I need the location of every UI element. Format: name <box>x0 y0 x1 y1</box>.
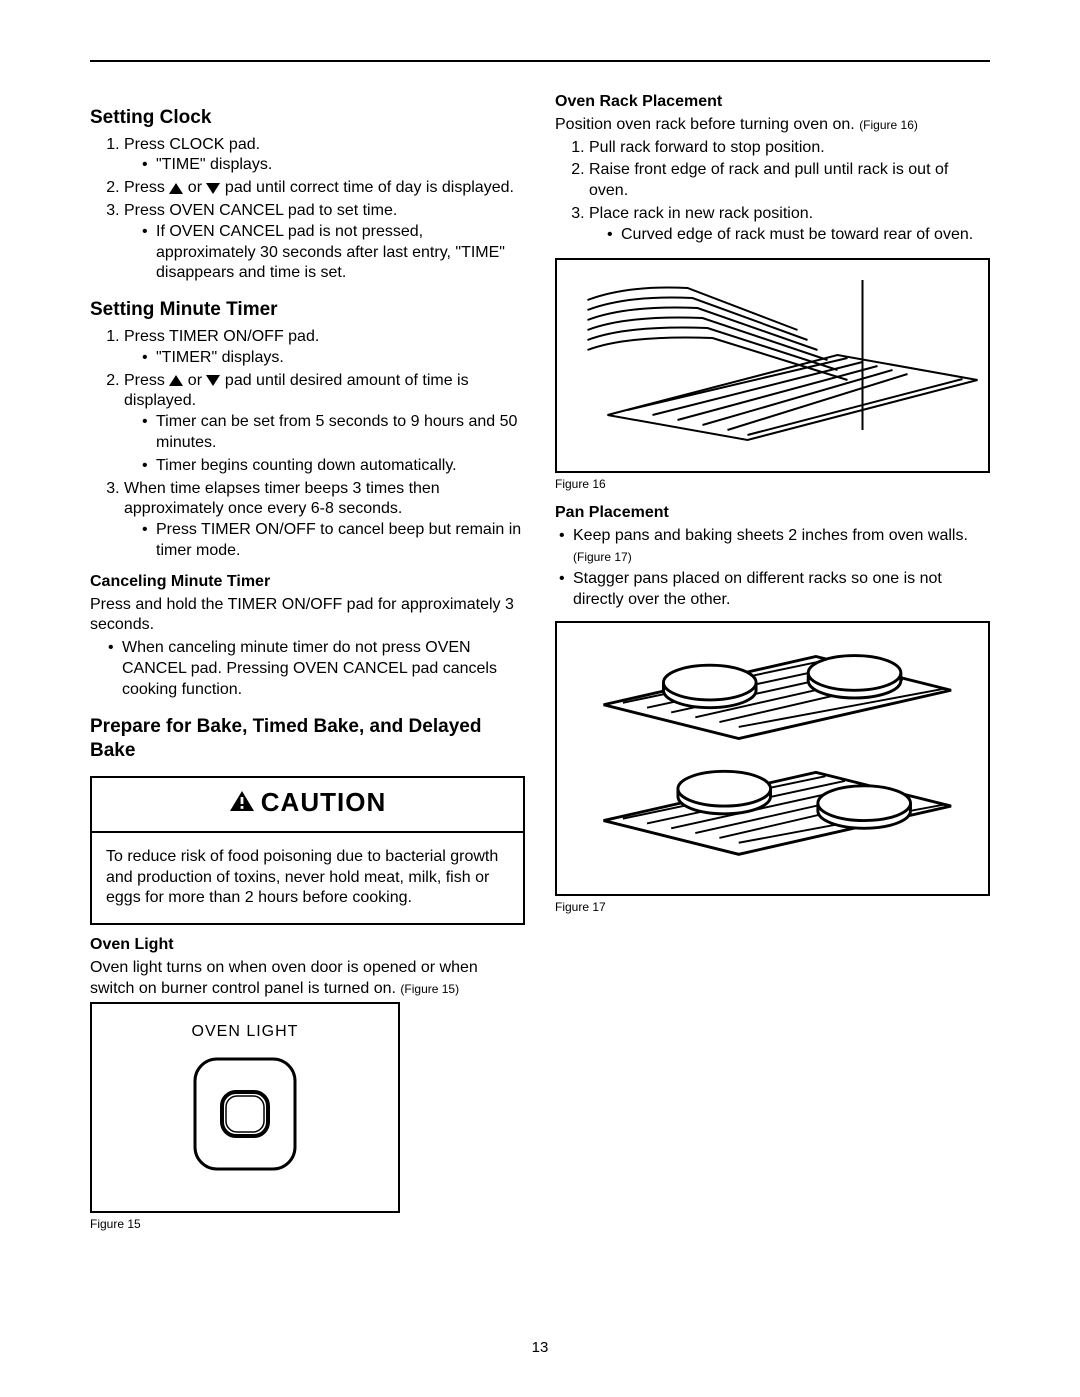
oven-rack-heading: Oven Rack Placement <box>555 92 990 113</box>
arrow-up-icon <box>169 183 183 194</box>
prepare-heading: Prepare for Bake, Timed Bake, and Delaye… <box>90 715 525 764</box>
figure-reference: (Figure 16) <box>859 118 918 132</box>
setting-clock-step3: Press OVEN CANCEL pad to set time. If OV… <box>124 201 525 284</box>
step-sub: Timer can be set from 5 seconds to 9 hou… <box>142 412 525 454</box>
right-column: Oven Rack Placement Position oven rack b… <box>555 92 990 1233</box>
arrow-down-icon <box>206 375 220 386</box>
step-text: Press CLOCK pad. <box>124 136 260 153</box>
step-sub: Press TIMER ON/OFF to cancel beep but re… <box>142 520 525 562</box>
cancel-timer-bullets: When canceling minute timer do not press… <box>90 638 525 700</box>
step-text-c: pad until correct time of day is display… <box>220 179 513 196</box>
intro-text: Position oven rack before turning oven o… <box>555 116 859 133</box>
caution-title: CAUTION <box>261 787 386 817</box>
rack-step2: Raise front edge of rack and pull until … <box>589 160 990 202</box>
step-sub: Curved edge of rack must be toward rear … <box>607 225 990 246</box>
step-text-a: Press <box>124 372 169 389</box>
pan-placement-bullets: Keep pans and baking sheets 2 inches fro… <box>555 526 990 611</box>
cancel-timer-heading: Canceling Minute Timer <box>90 572 525 593</box>
step-text: Place rack in new rack position. <box>589 205 813 222</box>
figure-15-label: Figure 15 <box>90 1217 525 1233</box>
step-sub: "TIMER" displays. <box>142 348 525 369</box>
warning-icon <box>229 787 255 821</box>
pan-placement-illustration <box>565 633 980 873</box>
rack-step3: Place rack in new rack position. Curved … <box>589 204 990 246</box>
setting-timer-heading: Setting Minute Timer <box>90 298 525 323</box>
oven-light-body: Oven light turns on when oven door is op… <box>90 958 525 1000</box>
oven-light-figure: OVEN LIGHT <box>90 1002 400 1214</box>
bullet-text: Keep pans and baking sheets 2 inches fro… <box>573 527 968 544</box>
pan-bullet2: Stagger pans placed on different racks s… <box>559 569 990 611</box>
switch-icon <box>190 1054 300 1174</box>
oven-light-box-title: OVEN LIGHT <box>102 1022 388 1043</box>
left-column: Setting Clock Press CLOCK pad. "TIME" di… <box>90 92 525 1233</box>
figure-17-label: Figure 17 <box>555 900 990 916</box>
two-column-layout: Setting Clock Press CLOCK pad. "TIME" di… <box>90 92 990 1233</box>
step-text: Press TIMER ON/OFF pad. <box>124 328 319 345</box>
step-text: When time elapses timer beeps 3 times th… <box>124 480 440 518</box>
pan-placement-heading: Pan Placement <box>555 503 990 524</box>
figure-reference: (Figure 15) <box>400 982 459 996</box>
figure-17-box <box>555 621 990 896</box>
caution-box: CAUTION To reduce risk of food poisoning… <box>90 776 525 925</box>
step-text-a: Press <box>124 179 169 196</box>
setting-timer-list: Press TIMER ON/OFF pad. "TIMER" displays… <box>90 327 525 562</box>
step-text-b: or <box>183 372 206 389</box>
page-number: 13 <box>532 1338 549 1358</box>
step-sub: If OVEN CANCEL pad is not pressed, appro… <box>142 222 525 284</box>
oven-rack-list: Pull rack forward to stop position. Rais… <box>555 138 990 246</box>
setting-timer-step3: When time elapses timer beeps 3 times th… <box>124 479 525 562</box>
caution-body: To reduce risk of food poisoning due to … <box>92 833 523 923</box>
step-sub: Timer begins counting down automatically… <box>142 456 525 477</box>
cancel-timer-body: Press and hold the TIMER ON/OFF pad for … <box>90 595 525 637</box>
figure-16-box <box>555 258 990 474</box>
step-text: Press OVEN CANCEL pad to set time. <box>124 202 397 219</box>
pan-bullet1: Keep pans and baking sheets 2 inches fro… <box>559 526 990 568</box>
setting-clock-heading: Setting Clock <box>90 106 525 131</box>
setting-clock-step2: Press or pad until correct time of day i… <box>124 178 525 199</box>
oven-light-heading: Oven Light <box>90 935 525 956</box>
rack-step1: Pull rack forward to stop position. <box>589 138 990 159</box>
setting-timer-step2: Press or pad until desired amount of tim… <box>124 371 525 477</box>
setting-clock-list: Press CLOCK pad. "TIME" displays. Press … <box>90 135 525 285</box>
oven-racks-illustration <box>557 260 988 465</box>
figure-16-label: Figure 16 <box>555 477 990 493</box>
setting-timer-step1: Press TIMER ON/OFF pad. "TIMER" displays… <box>124 327 525 369</box>
caution-header: CAUTION <box>92 778 523 833</box>
step-sub: "TIME" displays. <box>142 155 525 176</box>
oven-rack-intro: Position oven rack before turning oven o… <box>555 115 990 136</box>
top-rule <box>90 60 990 62</box>
arrow-down-icon <box>206 183 220 194</box>
arrow-up-icon <box>169 375 183 386</box>
cancel-timer-bullet: When canceling minute timer do not press… <box>108 638 525 700</box>
setting-clock-step1: Press CLOCK pad. "TIME" displays. <box>124 135 525 177</box>
step-text-b: or <box>183 179 206 196</box>
figure-reference: (Figure 17) <box>573 550 632 564</box>
